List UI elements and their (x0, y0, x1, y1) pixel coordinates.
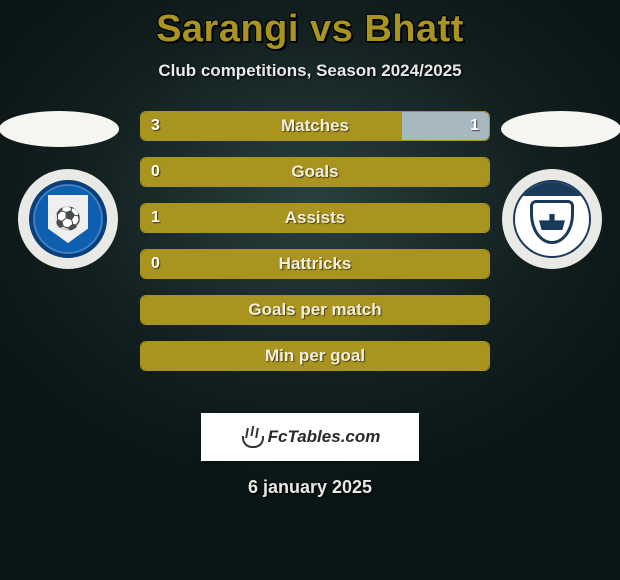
stat-row-hattricks: 0 Hattricks (140, 249, 490, 279)
stat-row-matches: 3 Matches 1 (140, 111, 490, 141)
team-badge-left: ⚽ (18, 169, 118, 269)
site-attribution-link[interactable]: FcTables.com (201, 413, 419, 461)
team-badge-right (502, 169, 602, 269)
stat-label: Goals per match (141, 296, 489, 324)
stat-bars: 3 Matches 1 0 Goals 1 Assists 0 Hattrick… (140, 111, 490, 387)
site-attribution-text: FcTables.com (268, 427, 381, 447)
page-title: Sarangi vs Bhatt (0, 0, 620, 51)
stat-row-goals: 0 Goals (140, 157, 490, 187)
stat-row-goals-per-match: Goals per match (140, 295, 490, 325)
comparison-stage: ⚽ 3 Matches 1 0 Goals (0, 101, 620, 401)
stat-row-assists: 1 Assists (140, 203, 490, 233)
club-crest-left: ⚽ (29, 180, 107, 258)
club-crest-right (513, 180, 591, 258)
stat-row-min-per-goal: Min per goal (140, 341, 490, 371)
pedestal-left (0, 111, 119, 147)
subtitle: Club competitions, Season 2024/2025 (0, 61, 620, 81)
stat-label: Matches (141, 112, 489, 140)
stat-label: Assists (141, 204, 489, 232)
date-label: 6 january 2025 (0, 477, 620, 498)
stat-label: Goals (141, 158, 489, 186)
stat-value-right: 1 (470, 112, 479, 140)
fctables-logo-icon (240, 426, 262, 448)
stat-label: Min per goal (141, 342, 489, 370)
pedestal-right (501, 111, 620, 147)
stat-label: Hattricks (141, 250, 489, 278)
